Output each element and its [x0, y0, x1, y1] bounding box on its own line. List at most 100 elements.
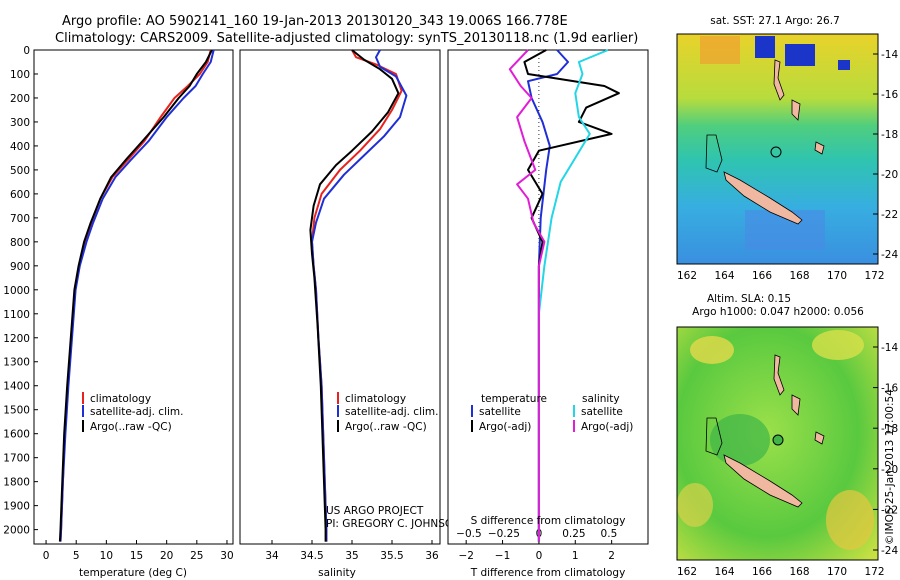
- series-line-s-argo-adj: [508, 49, 546, 542]
- sst-gap-patch: [838, 60, 850, 70]
- y-tick-label: 1400: [3, 381, 30, 393]
- x-tick-label: 25: [190, 550, 203, 562]
- salinity-x-axis: 34 34.5 35 35.5 36: [265, 540, 439, 562]
- temperature-xlabel: temperature (deg C): [79, 567, 187, 579]
- lon-tick-label: 168: [789, 270, 809, 282]
- lat-tick-label: -18: [881, 129, 898, 141]
- lat-tick-label: -24: [881, 545, 898, 557]
- sla-high-patch: [677, 483, 713, 527]
- salinity-legend: climatology satellite-adj. clim. Argo(..…: [337, 392, 438, 433]
- y-tick-label: 1200: [3, 333, 30, 345]
- lat-tick-label: -20: [881, 464, 898, 476]
- sla-high-patch: [812, 330, 864, 360]
- x-tick-label: −1: [495, 550, 510, 562]
- lon-tick-label: 166: [752, 566, 772, 578]
- credit-line-1: US ARGO PROJECT: [326, 505, 424, 517]
- s-difference-x-axis: −0.5 −0.25 0 0.25 0.5: [456, 528, 617, 540]
- argo-location-marker: [770, 146, 782, 158]
- temperature-lines: [58, 49, 215, 542]
- sst-map-frame: [676, 33, 879, 265]
- difference-axes: [447, 49, 649, 545]
- x-tick-label: 0: [536, 550, 543, 562]
- series-line-argo-raw-qc: [58, 49, 213, 542]
- x-tick-label: 20: [160, 550, 173, 562]
- sst-gap-patch: [755, 36, 775, 58]
- vanuatu-islands: [773, 59, 785, 101]
- lat-tick-label: -22: [881, 209, 898, 221]
- x-tick-label: 34.5: [300, 550, 323, 562]
- x-tick-label: 35: [345, 550, 358, 562]
- s-tick-label: 0.25: [562, 528, 585, 540]
- lat-tick-label: -22: [881, 504, 898, 516]
- lon-tick-label: 172: [864, 270, 884, 282]
- sst-map-lon-axis: 162 164 166 168 170 172: [677, 270, 885, 282]
- lat-tick-label: -14: [881, 342, 898, 354]
- sla-high-patch: [826, 490, 874, 550]
- salinity-lines: [309, 49, 408, 542]
- sla-low-patch: [710, 414, 770, 466]
- sla-map-subtitle: Argo h1000: 0.047 h2000: 0.056: [692, 306, 864, 318]
- lon-tick-label: 166: [752, 270, 772, 282]
- y-tick-label: 1300: [3, 357, 30, 369]
- x-tick-label: 5: [73, 550, 80, 562]
- y-tick-label: 0: [23, 45, 30, 57]
- x-tick-label: 2: [608, 550, 615, 562]
- sla-map-frame: [676, 326, 879, 561]
- vanuatu-islands: [773, 354, 785, 396]
- series-line-satellite-adj-clim: [59, 49, 215, 542]
- lon-tick-label: 168: [789, 566, 809, 578]
- difference-lines: [508, 49, 620, 542]
- lon-tick-label: 172: [864, 566, 884, 578]
- lon-tick-label: 162: [677, 566, 697, 578]
- lon-tick-label: 170: [827, 270, 847, 282]
- sst-map: sat. SST: 27.1 Argo: 26.7: [676, 15, 898, 282]
- credit-line-2: PI: GREGORY C. JOHNSON: [326, 518, 461, 530]
- x-tick-label: 34: [265, 550, 279, 562]
- legend-argo: Argo(..raw -QC): [90, 421, 172, 433]
- legend-argo: Argo(..raw -QC): [345, 421, 427, 433]
- salinity-axes: [239, 49, 441, 545]
- legend-climatology: climatology: [90, 393, 151, 405]
- depth-axis: 0 100 200 300 400 500 600 700 800 900 1000 1100 1200…: [3, 45, 38, 537]
- t-difference-xlabel: T difference from climatology: [470, 567, 626, 579]
- series-line-argo-raw-qc: [309, 49, 400, 542]
- y-tick-label: 100: [10, 69, 30, 81]
- lon-tick-label: 164: [714, 566, 734, 578]
- lat-tick-label: -24: [881, 249, 898, 261]
- argo-location-marker: [772, 434, 784, 446]
- x-tick-label: 1: [572, 550, 579, 562]
- legend-climatology: climatology: [345, 393, 406, 405]
- coastline: [705, 417, 723, 456]
- x-tick-label: 36: [425, 550, 439, 562]
- y-tick-label: 700: [10, 213, 30, 225]
- legend-satellite: satellite-adj. clim.: [90, 406, 183, 418]
- coastline: [705, 134, 723, 173]
- y-tick-label: 1700: [3, 453, 30, 465]
- new-caledonia: [723, 171, 803, 225]
- s-tick-label: −0.25: [488, 528, 520, 540]
- y-tick-label: 1500: [3, 405, 30, 417]
- t-difference-x-axis: −2 −1 0 1 2: [458, 540, 615, 562]
- lon-tick-label: 162: [677, 270, 697, 282]
- vanuatu-islands: [791, 394, 801, 416]
- x-tick-label: 0: [43, 550, 50, 562]
- legend-salinity-heading: salinity: [582, 393, 620, 405]
- lon-tick-label: 170: [827, 566, 847, 578]
- title-line-1: Argo profile: AO 5902141_160 19-Jan-2013…: [62, 14, 568, 29]
- lon-tick-label: 164: [714, 270, 734, 282]
- temperature-panel: 0100200300400500600700800900100011001200…: [3, 45, 233, 579]
- y-tick-label: 400: [10, 141, 30, 153]
- x-tick-label: 10: [100, 550, 113, 562]
- y-tick-label: 2000: [3, 525, 30, 537]
- y-tick-label: 300: [10, 117, 30, 129]
- s-difference-xlabel: S difference from climatology: [471, 515, 626, 527]
- y-tick-label: 1100: [3, 309, 30, 321]
- lat-tick-label: -16: [881, 89, 898, 101]
- x-tick-label: 30: [220, 550, 233, 562]
- new-caledonia: [723, 454, 803, 508]
- sla-map-title: Altim. SLA: 0.15: [707, 293, 791, 305]
- vanuatu-islands: [791, 99, 801, 121]
- imos-stamp: ©IMOS 25-Jan-2013 17:00:54: [884, 389, 896, 545]
- sst-gap-patch: [785, 44, 815, 66]
- y-tick-label: 500: [10, 165, 30, 177]
